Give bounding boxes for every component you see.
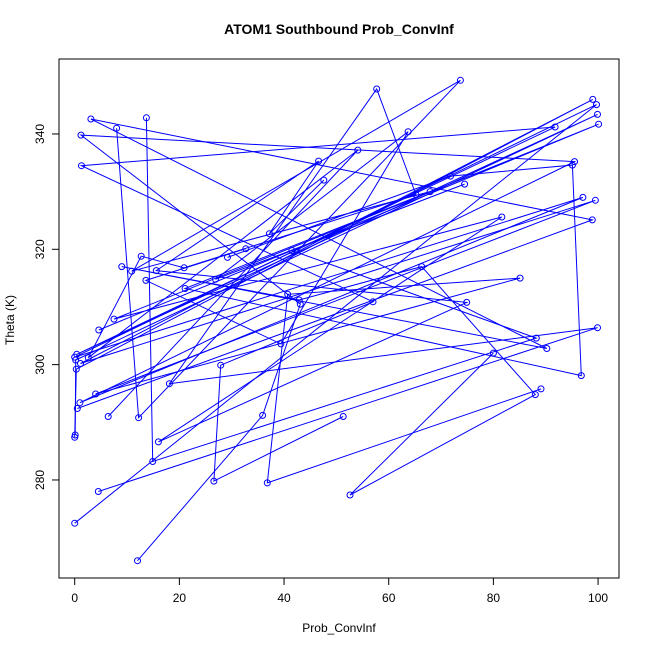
data-point — [95, 326, 103, 334]
data-point — [71, 519, 79, 527]
data-point — [593, 101, 600, 109]
y-tick-label: 300 — [33, 354, 47, 374]
data-point — [154, 438, 162, 446]
data-point — [320, 176, 328, 184]
data-point — [532, 334, 540, 342]
data-point — [531, 391, 539, 399]
series-line — [74, 113, 598, 482]
data-point — [210, 477, 218, 485]
data-point — [295, 296, 303, 304]
data-point — [339, 413, 347, 420]
data-point — [461, 180, 469, 188]
data-point — [263, 479, 271, 487]
series-7 — [113, 76, 585, 422]
data-point — [128, 267, 136, 275]
data-point — [447, 172, 454, 180]
data-point — [149, 458, 157, 465]
data-point — [87, 115, 95, 123]
data-point — [543, 345, 551, 352]
data-point — [373, 85, 381, 93]
data-point — [595, 120, 603, 128]
x-tick-label: 40 — [277, 591, 291, 605]
x-tick-label: 100 — [588, 591, 608, 605]
data-point — [242, 245, 250, 253]
data-point — [463, 298, 471, 306]
data-point — [456, 76, 464, 84]
series-line — [144, 117, 538, 463]
y-tick-label: 280 — [33, 470, 47, 490]
data-point — [73, 405, 81, 412]
data-point — [137, 252, 145, 260]
x-axis: 0 20 40 60 80 100 — [71, 577, 608, 605]
series-4 — [73, 115, 596, 499]
data-point — [135, 414, 143, 422]
data-point — [277, 340, 285, 348]
data-point — [579, 193, 587, 201]
data-point — [537, 385, 545, 393]
data-point — [594, 324, 601, 332]
series-line — [77, 118, 595, 496]
data-point — [589, 95, 597, 103]
data-point — [92, 390, 100, 398]
series-8 — [142, 114, 540, 465]
data-point — [104, 413, 112, 420]
series-line — [98, 123, 599, 443]
data-point — [568, 161, 576, 169]
data-point — [498, 213, 506, 221]
x-tick-label: 80 — [487, 591, 501, 605]
data-point — [142, 276, 150, 284]
data-point — [113, 124, 121, 132]
data-point — [259, 411, 267, 419]
data-point — [284, 290, 292, 298]
data-point — [77, 360, 84, 367]
series-layer — [71, 76, 603, 565]
data-point — [594, 110, 601, 118]
data-point — [77, 131, 85, 139]
data-point — [404, 128, 412, 136]
x-tick-label: 20 — [173, 591, 187, 605]
data-point — [181, 285, 189, 292]
data-point — [217, 361, 225, 369]
data-point — [212, 275, 219, 283]
data-point — [288, 247, 296, 254]
x-tick-label: 60 — [382, 591, 396, 605]
data-point — [142, 114, 150, 122]
y-axis-label: Theta (K) — [3, 295, 17, 345]
data-point — [165, 380, 173, 388]
data-point — [354, 146, 362, 154]
data-point — [577, 372, 585, 380]
data-point — [134, 557, 141, 565]
data-point — [588, 216, 596, 224]
data-point — [73, 350, 81, 358]
data-point — [152, 267, 160, 275]
y-tick-label: 340 — [33, 124, 47, 144]
x-axis-label: Prob_ConvInf — [302, 621, 376, 635]
chart-title: ATOM1 Southbound Prob_ConvInf — [224, 21, 454, 37]
data-point — [71, 433, 79, 441]
x-tick-label: 0 — [71, 591, 78, 605]
data-point — [84, 354, 92, 362]
data-point — [76, 399, 84, 407]
data-point — [516, 274, 524, 282]
data-point — [110, 315, 118, 323]
data-point — [551, 123, 559, 131]
data-point — [346, 491, 354, 499]
y-tick-label: 320 — [33, 239, 47, 259]
data-point — [571, 158, 578, 166]
data-point — [94, 488, 102, 495]
y-axis: 280 300 320 340 — [33, 124, 60, 490]
data-point — [78, 162, 85, 170]
data-point — [72, 365, 80, 373]
series-line — [116, 79, 582, 419]
data-point — [426, 188, 434, 196]
data-point — [591, 196, 599, 204]
data-point — [118, 263, 126, 271]
